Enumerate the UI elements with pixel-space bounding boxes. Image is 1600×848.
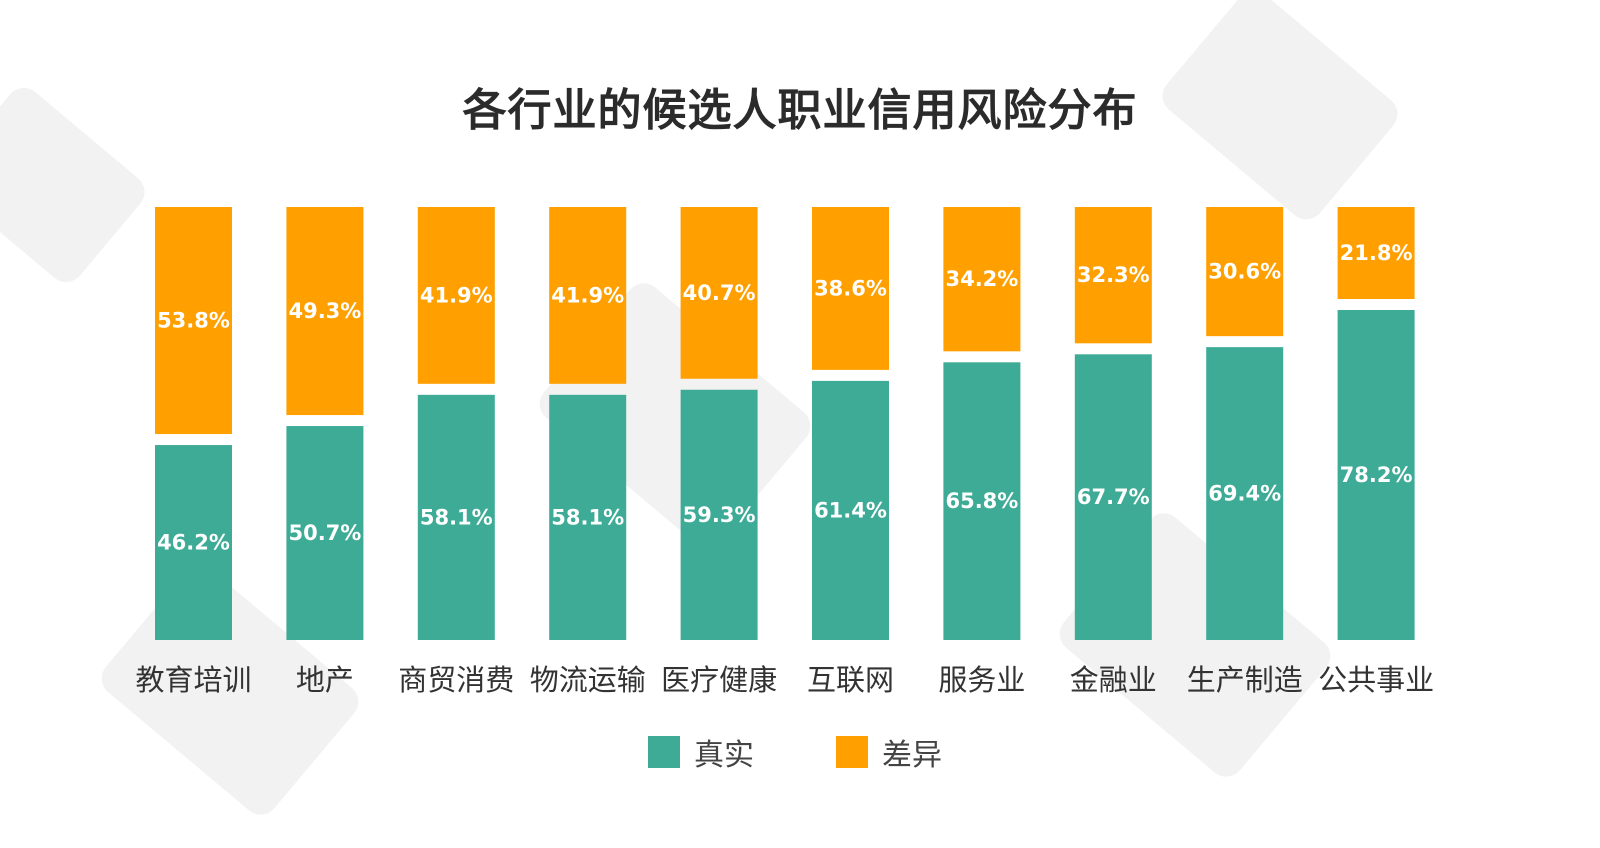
value-label-real: 58.1%	[420, 505, 493, 529]
legend-label-difference: 差异	[882, 738, 942, 773]
watermark-logo-mark	[1162, 0, 1398, 220]
value-label-difference: 41.9%	[551, 283, 624, 307]
value-label-real: 69.4%	[1208, 482, 1281, 506]
bar-difference	[286, 207, 364, 416]
bar-difference	[155, 207, 232, 435]
category-label: 教育培训	[135, 663, 251, 697]
category-label: 物流运输	[530, 663, 646, 697]
value-label-difference: 21.8%	[1340, 241, 1413, 265]
value-label-real: 58.1%	[551, 505, 624, 529]
value-label-difference: 53.8%	[157, 309, 230, 333]
value-label-difference: 49.3%	[288, 299, 361, 323]
value-label-difference: 34.2%	[945, 267, 1018, 291]
legend-swatch-difference	[836, 736, 868, 768]
bar-real	[1074, 354, 1152, 640]
value-label-real: 78.2%	[1340, 463, 1413, 487]
bar-real	[680, 389, 758, 640]
category-label: 互联网	[807, 663, 894, 697]
bar-difference	[812, 207, 889, 370]
value-label-real: 61.4%	[814, 498, 887, 522]
category-label: 生产制造	[1187, 663, 1303, 697]
category-label: 地产	[296, 663, 354, 697]
value-labels-layer: 46.2% 53.8% 50.7% 49.3% 58.1% 41.9% 58.1% 41.9%…	[157, 241, 1412, 555]
value-label-difference: 38.6%	[814, 276, 887, 300]
value-label-real: 50.7%	[288, 521, 361, 545]
bar-real	[286, 426, 364, 640]
value-label-difference: 40.7%	[683, 281, 756, 305]
watermark-logo-mark	[0, 87, 145, 283]
bar-difference	[417, 207, 495, 384]
category-label: 医疗健康	[661, 663, 777, 697]
bar-real	[1337, 309, 1415, 640]
bars-layer	[155, 207, 1415, 640]
bar-real	[1206, 347, 1284, 640]
bar-difference	[1206, 207, 1284, 337]
category-label: 公共事业	[1318, 663, 1434, 697]
bar-real	[549, 394, 627, 640]
chart-title: 各行业的候选人职业信用风险分布	[462, 85, 1138, 136]
legend-label-real: 真实	[694, 738, 754, 773]
category-label: 金融业	[1070, 663, 1157, 697]
value-label-real: 67.7%	[1077, 485, 1150, 509]
category-labels-layer: 教育培训 地产 商贸消费 物流运输 医疗健康 互联网 服务业 金融业 生产制造 公共事业	[135, 663, 1434, 697]
legend-item-difference: 差异	[836, 736, 942, 773]
bar-difference	[680, 207, 758, 379]
legend-swatch-real	[648, 736, 680, 768]
value-label-real: 46.2%	[157, 531, 230, 555]
bar-difference	[1337, 207, 1415, 299]
bar-real	[155, 445, 232, 640]
value-label-difference: 32.3%	[1077, 263, 1150, 287]
value-label-difference: 41.9%	[420, 283, 493, 307]
category-label: 商贸消费	[398, 663, 514, 697]
bar-real	[812, 380, 889, 640]
value-label-real: 65.8%	[945, 489, 1018, 513]
bar-difference	[1074, 207, 1152, 344]
value-label-real: 59.3%	[683, 503, 756, 527]
bar-difference	[549, 207, 627, 384]
legend-item-real: 真实	[648, 736, 754, 773]
bar-real	[417, 394, 495, 640]
category-label: 服务业	[938, 663, 1025, 697]
bar-difference	[943, 207, 1021, 352]
bar-real	[943, 362, 1021, 640]
value-label-difference: 30.6%	[1208, 260, 1281, 284]
